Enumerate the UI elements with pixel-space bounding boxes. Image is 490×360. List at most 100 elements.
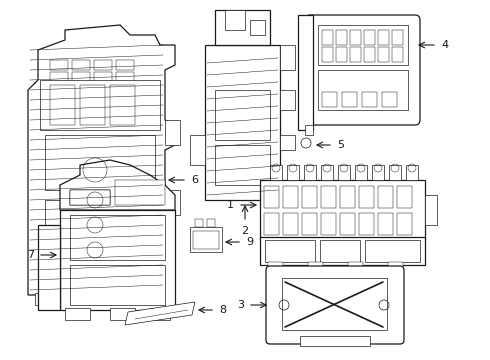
Text: 6: 6 [191,175,198,185]
Bar [40,255,160,295]
Bar [392,30,403,45]
Bar [364,30,375,45]
Bar [406,165,418,180]
Bar [268,262,283,270]
Bar [250,20,265,35]
Bar [193,231,219,249]
Bar [340,213,355,235]
Bar [336,47,347,62]
Bar [270,165,282,180]
Bar [397,213,412,235]
Bar [350,47,361,62]
Bar [264,186,279,208]
Bar [320,240,360,262]
Bar [338,165,350,180]
Bar [321,186,336,208]
Text: 5: 5 [337,140,344,150]
Text: 4: 4 [441,40,448,50]
Bar [302,186,317,208]
Bar [378,47,389,62]
Bar [280,90,295,110]
Bar [70,190,110,205]
Bar [348,262,363,270]
Bar [322,30,333,45]
Bar [378,213,393,235]
Bar [321,165,333,180]
Bar [70,190,110,205]
Bar [215,10,270,45]
Bar [50,84,68,94]
Text: 7: 7 [27,250,34,260]
Bar [392,47,403,62]
Bar [65,308,90,320]
Text: 2: 2 [242,226,248,236]
Bar [378,30,389,45]
Bar [94,60,112,70]
Bar [45,135,155,190]
Text: 3: 3 [237,300,244,310]
Bar [425,195,437,225]
Bar [207,219,215,227]
Bar [260,180,425,240]
Bar [322,92,337,107]
Bar [364,47,375,62]
Bar [116,84,134,94]
Polygon shape [125,302,195,325]
Bar [165,120,180,145]
Bar [342,92,357,107]
Bar [70,215,165,260]
Bar [94,72,112,82]
Bar [355,165,367,180]
Bar [388,262,403,270]
Bar [72,72,90,82]
Bar [45,200,100,250]
Bar [110,85,135,125]
Bar [70,190,110,205]
Bar [336,30,347,45]
Bar [283,213,298,235]
Text: 9: 9 [246,237,253,247]
Bar [215,90,270,140]
Bar [359,213,374,235]
Bar [382,92,397,107]
Bar [80,85,105,125]
Bar [308,262,323,270]
Bar [50,72,68,82]
Polygon shape [28,25,175,295]
Bar [264,213,279,235]
Bar [265,240,315,262]
Bar [165,190,180,215]
Text: 1: 1 [227,200,234,210]
Bar [305,125,313,135]
Bar [38,225,60,310]
Bar [110,308,135,320]
Bar [116,60,134,70]
Bar [105,200,155,250]
Bar [304,165,316,180]
Bar [372,165,384,180]
Bar [362,92,377,107]
FancyBboxPatch shape [305,15,420,125]
Bar [40,80,160,130]
Bar [190,135,205,165]
Bar [205,45,280,200]
Bar [283,186,298,208]
Bar [260,237,425,265]
Bar [225,10,245,30]
Bar [35,293,55,305]
Bar [70,265,165,305]
Bar [50,85,75,125]
Bar [322,47,333,62]
Bar [321,213,336,235]
Bar [318,25,408,65]
Bar [215,145,270,185]
Bar [298,15,313,130]
Bar [389,165,401,180]
Bar [150,308,170,320]
Bar [60,210,175,310]
Bar [287,165,299,180]
Bar [350,30,361,45]
Bar [195,219,203,227]
Bar [318,70,408,110]
Bar [94,84,112,94]
